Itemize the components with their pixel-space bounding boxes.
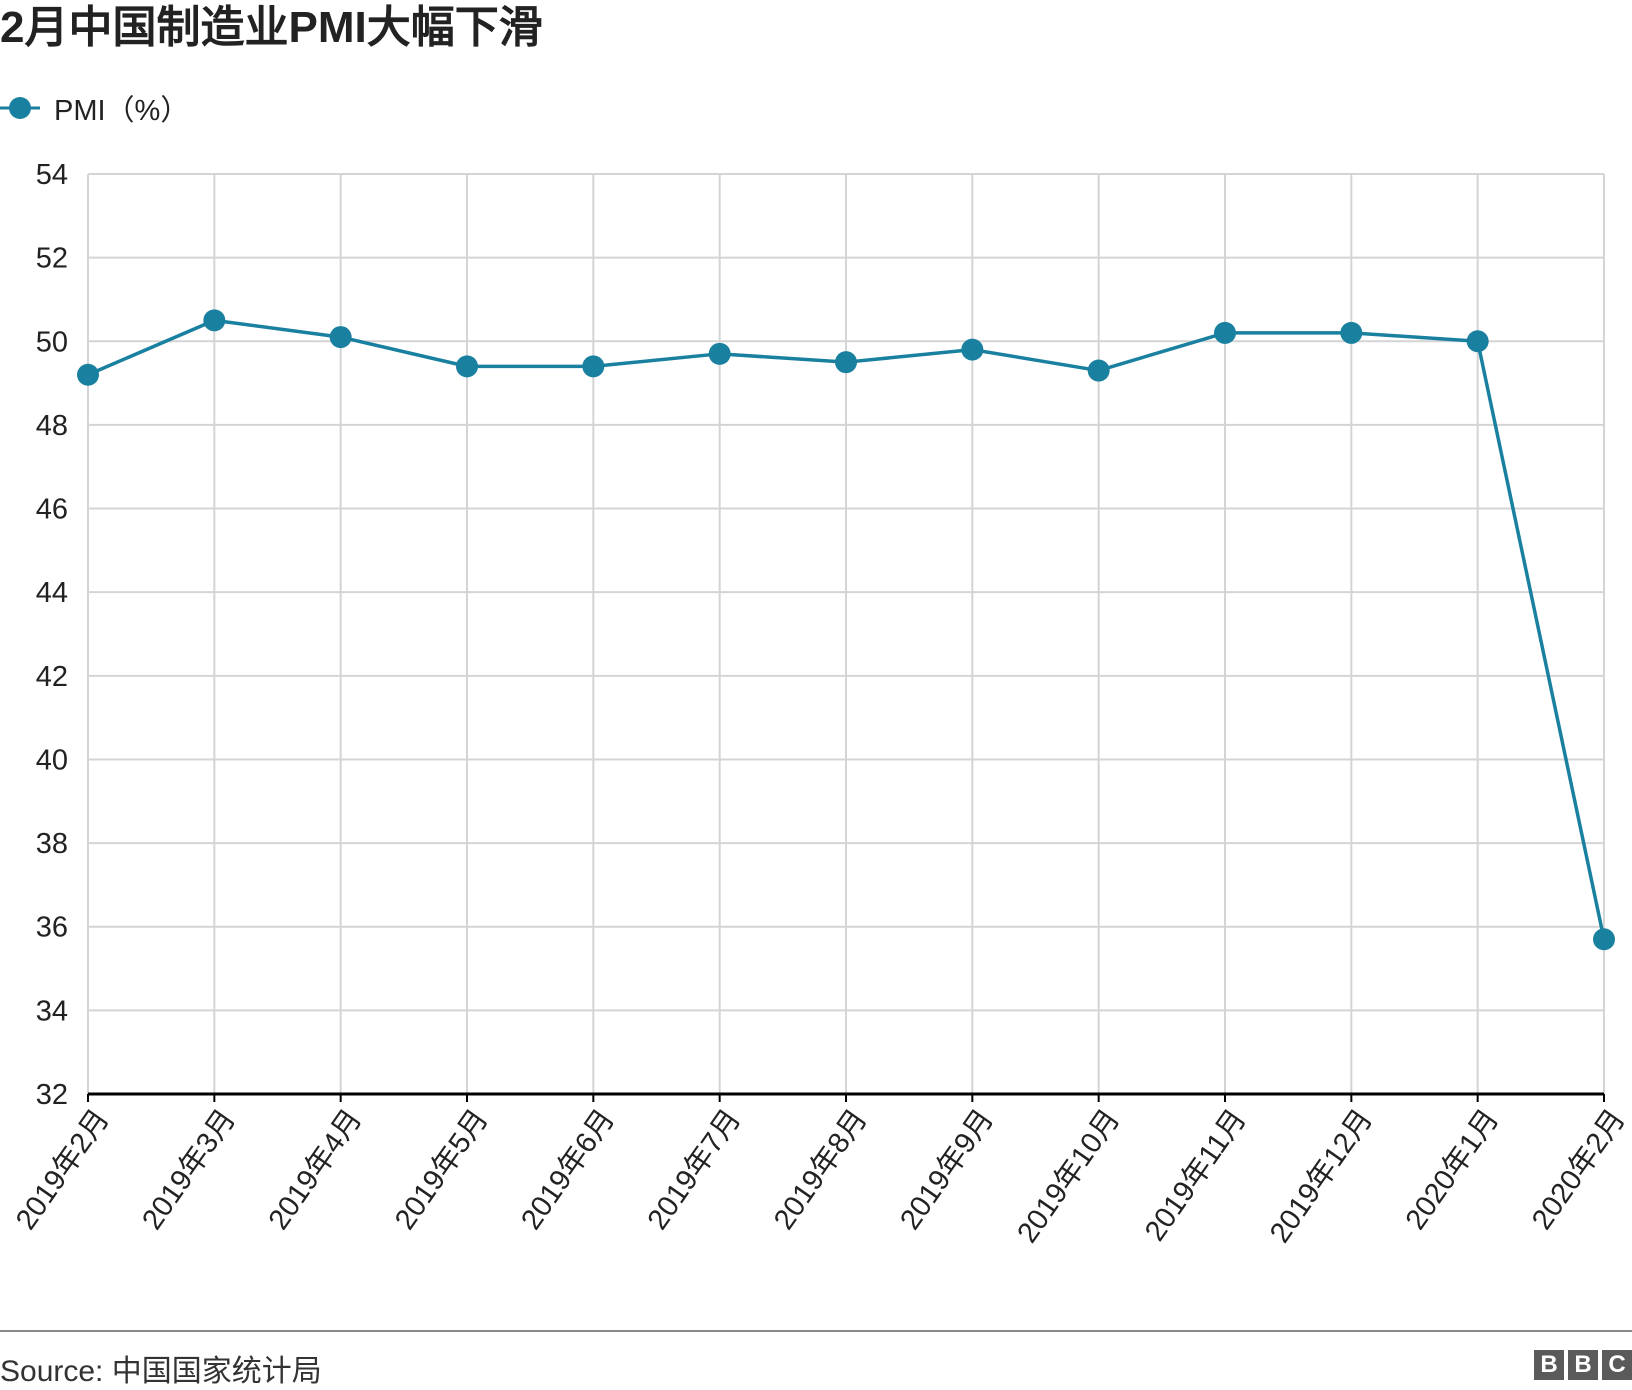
x-tick-label: 2019年8月 <box>767 1103 874 1236</box>
y-tick-label: 44 <box>36 577 68 609</box>
x-tick-label: 2019年11月 <box>1138 1103 1253 1247</box>
data-point[interactable] <box>582 355 605 378</box>
data-point[interactable] <box>1087 359 1110 382</box>
logo-letter: C <box>1602 1350 1632 1380</box>
data-point[interactable] <box>835 351 857 374</box>
y-tick-label: 36 <box>36 912 68 944</box>
data-point[interactable] <box>1466 330 1489 353</box>
y-tick-label: 54 <box>36 159 68 191</box>
bbc-logo: B B C <box>1534 1350 1632 1380</box>
y-tick-label: 42 <box>36 661 68 693</box>
logo-letter: B <box>1568 1350 1598 1380</box>
pmi-series <box>77 309 1615 951</box>
x-tick-label: 2019年5月 <box>388 1103 495 1236</box>
x-tick-label: 2019年10月 <box>1011 1103 1127 1249</box>
data-point[interactable] <box>1593 928 1615 951</box>
x-tick-label: 2019年6月 <box>515 1103 622 1236</box>
x-tick-label: 2020年2月 <box>1525 1103 1632 1236</box>
y-tick-label: 48 <box>36 410 68 442</box>
legend-marker-icon <box>0 97 40 119</box>
x-tick-label: 2019年4月 <box>262 1103 369 1236</box>
y-tick-label: 50 <box>36 326 68 358</box>
logo-letter: B <box>1534 1350 1564 1380</box>
y-tick-label: 52 <box>36 243 68 275</box>
legend: PMI（%） <box>0 88 189 128</box>
y-tick-label: 34 <box>36 995 68 1027</box>
source-note: Source: 中国国家统计局 <box>0 1355 322 1388</box>
grid <box>87 173 1605 1094</box>
data-point[interactable] <box>1214 321 1236 344</box>
legend-label: PMI（%） <box>54 95 190 127</box>
y-tick-label: 40 <box>36 744 68 776</box>
x-tick-label: 2019年12月 <box>1263 1103 1379 1249</box>
data-point[interactable] <box>708 342 731 365</box>
footer-divider <box>0 1330 1632 1332</box>
x-tick-label: 2019年9月 <box>894 1103 1001 1236</box>
x-tick-label: 2019年7月 <box>641 1103 748 1236</box>
data-point[interactable] <box>329 326 352 349</box>
x-tick-label: 2019年2月 <box>9 1103 116 1236</box>
data-point[interactable] <box>77 363 99 386</box>
y-tick-label: 32 <box>36 1079 68 1111</box>
y-tick-label: 38 <box>36 828 68 860</box>
data-point[interactable] <box>456 355 478 378</box>
data-point[interactable] <box>203 309 226 332</box>
data-point[interactable] <box>961 338 984 361</box>
chart-title: 2月中国制造业PMI大幅下滑 <box>0 3 543 52</box>
data-point[interactable] <box>1340 321 1363 344</box>
y-tick-label: 46 <box>36 494 68 526</box>
x-tick-label: 2020年1月 <box>1399 1103 1506 1236</box>
x-tick-label: 2019年3月 <box>136 1103 243 1236</box>
